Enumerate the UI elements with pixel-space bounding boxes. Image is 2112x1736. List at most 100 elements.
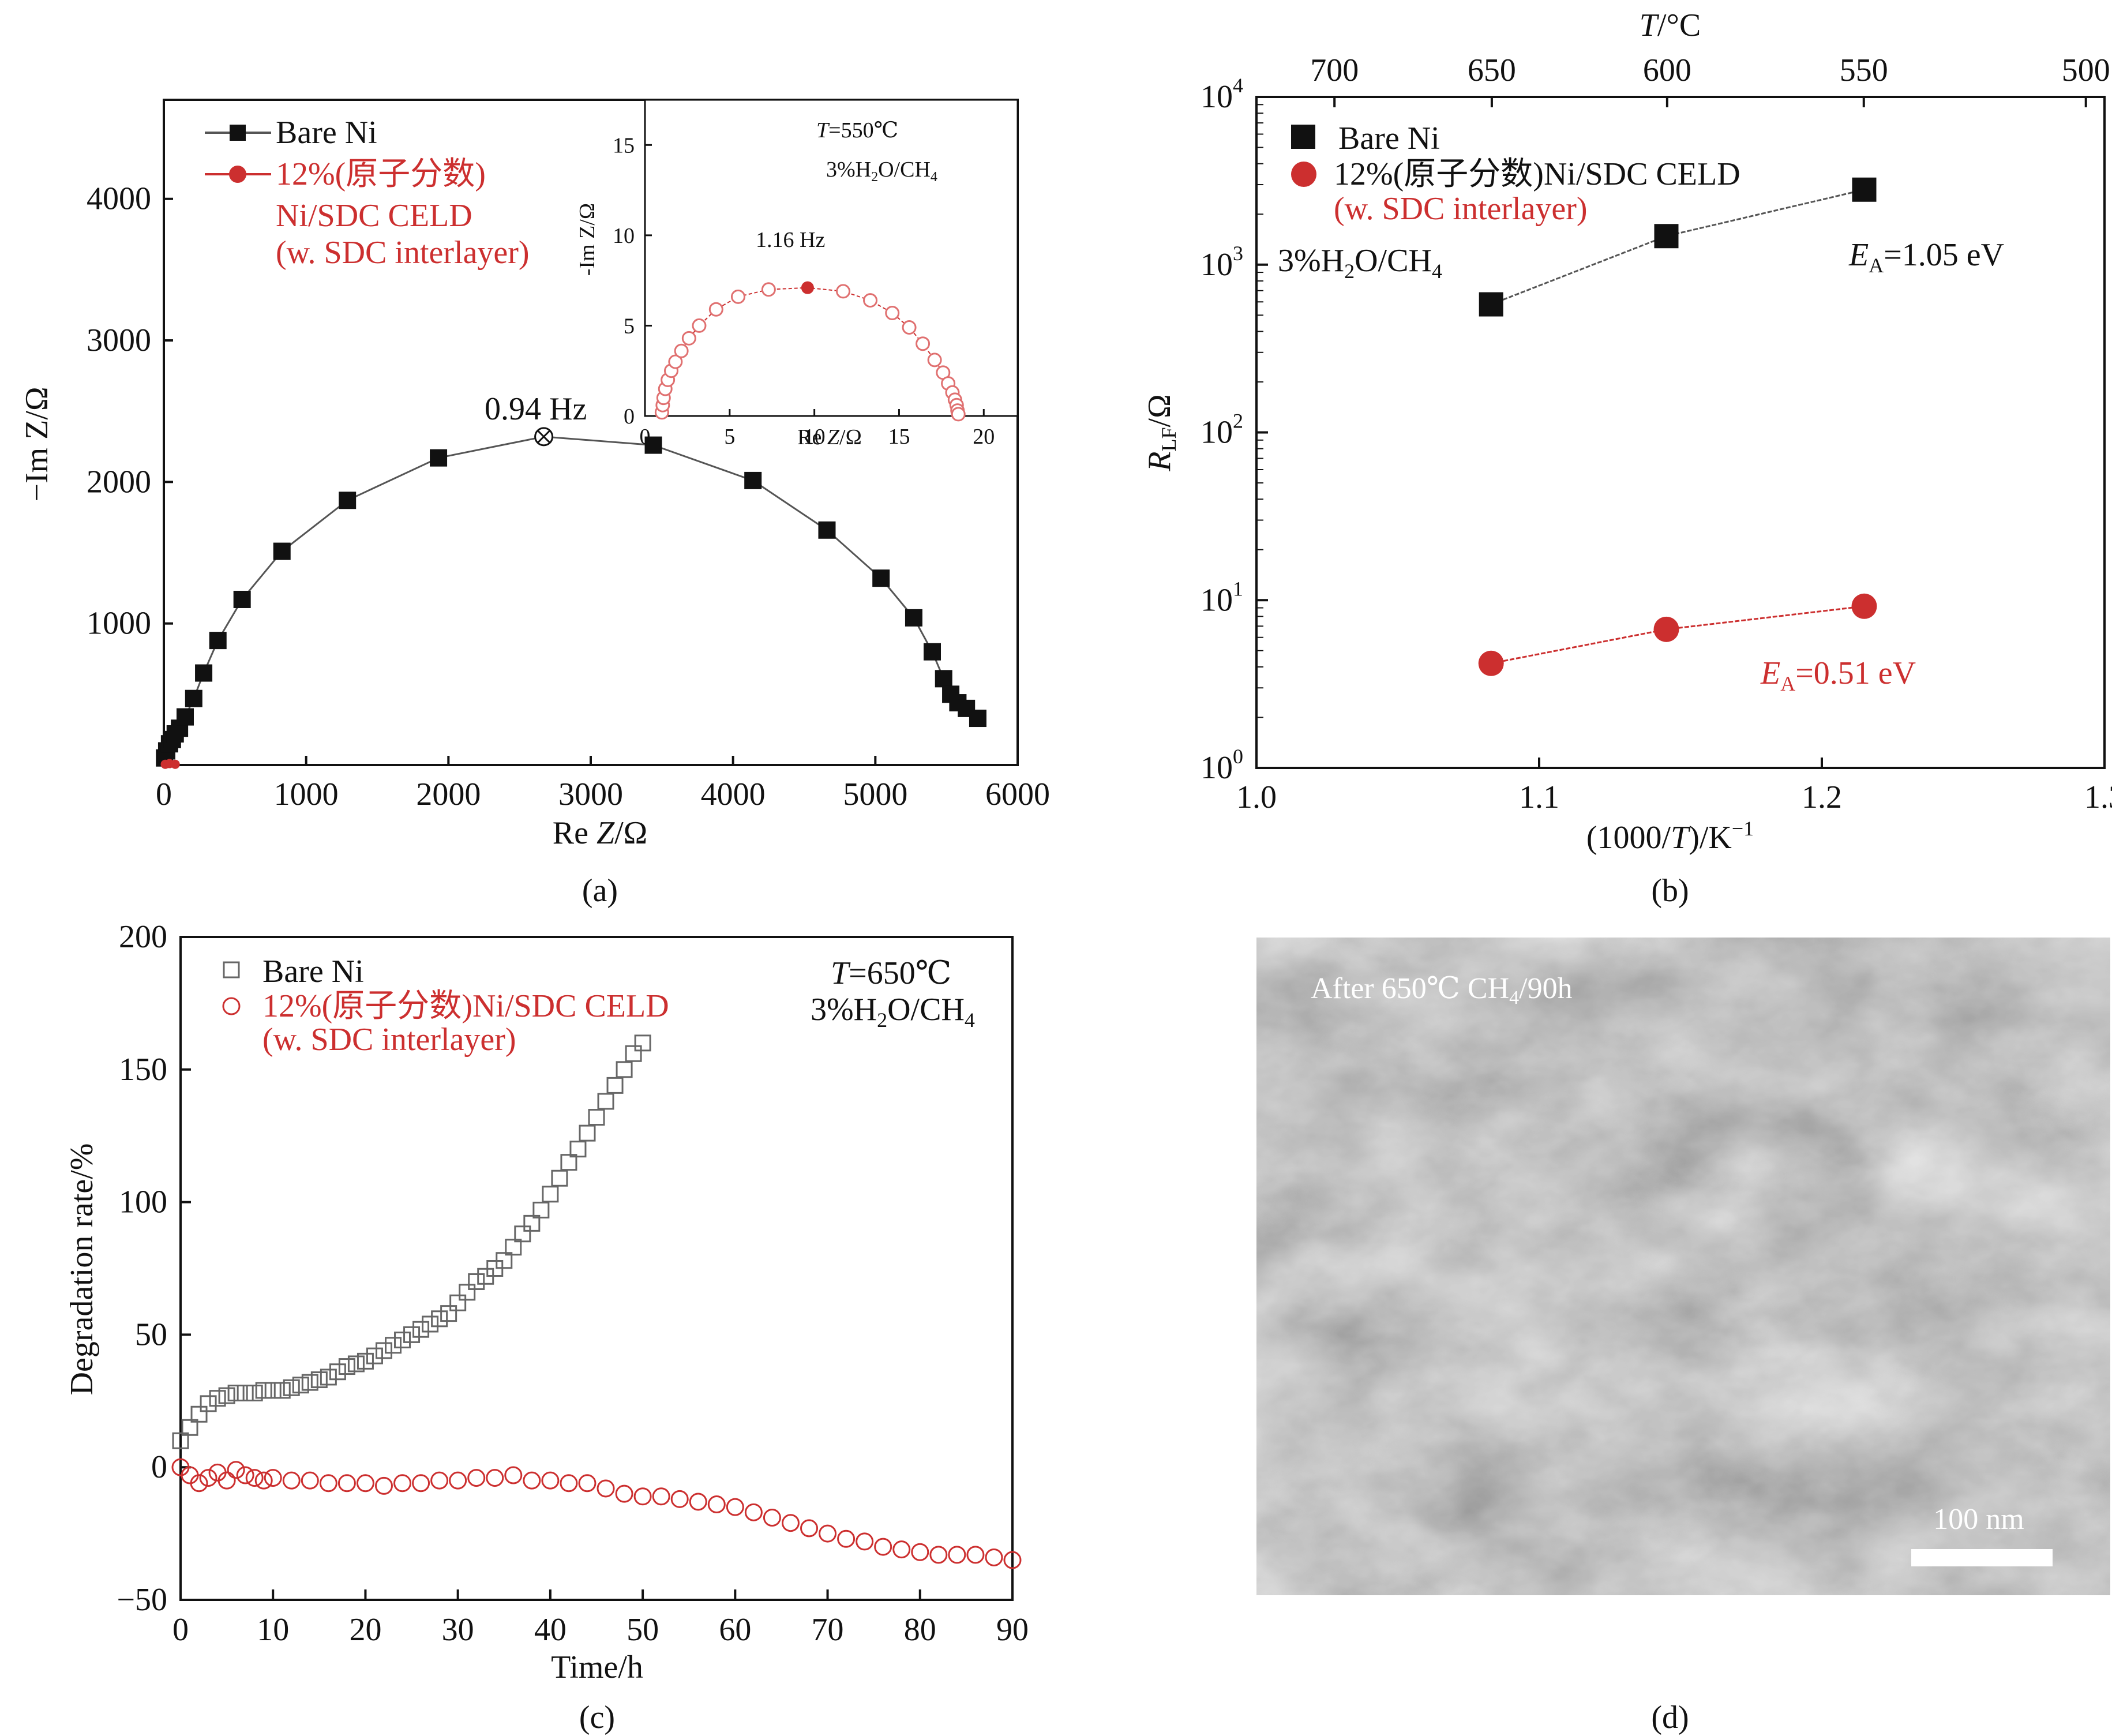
inset-frequency: 1.16 Hz [756,228,825,252]
y-tick-label: 4000 [87,181,151,217]
point-bare-ni [200,1395,217,1412]
point-celd [523,1471,541,1490]
point-bare-ni [264,1382,282,1399]
sem-image [1256,938,2110,1595]
panel-a: 0 1000 2000 3000 4000 5000 6000100020003000400… [19,99,1050,909]
point-celd [319,1474,337,1493]
point-celd [430,1471,449,1490]
panel-c-frame [179,936,1014,1601]
legend-marker-celd-b [1291,162,1316,187]
point-bare-ni [246,1385,263,1402]
inset-point [731,289,745,304]
x-tick-label: 1000 [274,777,339,812]
point-bare-ni [644,436,662,454]
point-celd [929,1546,948,1564]
point-bare-ni [588,1109,605,1126]
point-bare-ni [347,1355,365,1373]
top-tick-label: 550 [1840,53,1888,88]
x-tick-label: 30 [442,1612,474,1648]
panel-b-ea-bare: EA=1.05 eV [1848,237,2004,277]
point-celd [282,1471,301,1490]
inset-temperature: T=550℃ [816,118,898,143]
point-bare-ni [430,449,448,467]
sem-scale-bar [1911,1549,2053,1566]
legend-marker-celd [229,166,246,183]
inset-y-tick-label: 15 [613,133,635,158]
point-bare-ni [523,1214,541,1232]
point-bare-ni [412,1321,430,1338]
point-bare-ni [1479,292,1503,317]
point-celd [670,1490,689,1508]
point-celd [227,1461,245,1479]
legend-label-celd-3: (w. SDC interlayer) [276,235,530,271]
x-tick-label: 1.2 [1802,779,1842,815]
point-bare-ni [1654,224,1679,249]
point-celd [560,1474,578,1493]
x-tick-label: 40 [534,1612,567,1648]
inset-point [927,353,942,368]
point-bare-ni [366,1347,383,1364]
point-celd [874,1538,892,1556]
panel-b-ylabel: RLF/Ω [1142,394,1180,471]
x-tick-label: 50 [627,1612,659,1648]
point-bare-ni [320,1368,337,1386]
x-tick-label: 70 [812,1612,844,1648]
point-celd [199,1469,217,1487]
legend-label-celd-2: Ni/SDC CELD [276,198,472,234]
point-bare-ni [422,1315,439,1333]
point-bare-ni [227,1385,245,1402]
point-bare-ni [431,1310,448,1328]
point-celd [819,1524,837,1543]
point-bare-ni [625,1045,642,1062]
x-tick-label: 60 [719,1612,751,1648]
point-celd [985,1548,1003,1566]
y-tick-label: 104 [1201,74,1243,115]
point-celd [236,1466,254,1484]
point-celd [948,1546,966,1564]
point-celd [254,1471,273,1490]
inset-y-tick-label: 5 [624,314,635,338]
point-bare-ni-peak-cross [537,430,550,443]
series-line-bare-ni [163,436,978,759]
point-bare-ni [273,542,291,560]
point-bare-ni [338,1358,355,1375]
point-bare-ni [818,521,836,539]
point-celd [744,1503,763,1521]
point-celd [781,1514,800,1532]
point-bare-ni [468,1273,485,1290]
panel-c-temperature: T=650℃ [831,955,951,991]
point-celd [652,1487,670,1506]
point-bare-ni [172,1432,189,1449]
inset-x-tick-label: 10 [804,425,826,449]
panel-a-ticks: 0 1000 2000 3000 4000 5000 6000100020003000400… [87,181,1050,812]
inset-xlabel: Re Z/Ω [797,425,862,449]
point-bare-ni [496,1252,513,1269]
point-bare-ni [233,590,251,608]
point-celd [541,1471,560,1490]
point-celd [486,1469,504,1487]
y-tick-label: 101 [1201,577,1243,618]
point-bare-ni [616,1061,633,1078]
point-celd [966,1546,985,1564]
point-bare-ni [551,1169,568,1187]
top-tick-label: 650 [1468,53,1516,88]
sem-scale-label: 100 nm [1933,1503,2024,1536]
panel-b: 1.01.11.21.31001011021031047006506005505… [1142,8,2112,909]
point-bare-ni [744,471,762,489]
inset-y-tick-label: 0 [624,404,635,429]
point-celd [170,759,180,769]
point-bare-ni [606,1077,624,1094]
point-bare-ni [177,708,194,726]
y-tick-label: 100 [119,1184,167,1220]
point-bare-ni [310,1371,328,1389]
panel-c-label: (c) [579,1700,615,1735]
y-tick-label: −50 [117,1582,167,1618]
legend-label-celd-b-2: (w. SDC interlayer) [1334,191,1588,227]
y-tick-label: 102 [1201,410,1243,451]
point-celd [449,1471,467,1490]
inset-point [902,320,917,335]
y-tick-label: 1000 [87,606,151,642]
point-bare-ni [542,1186,559,1203]
